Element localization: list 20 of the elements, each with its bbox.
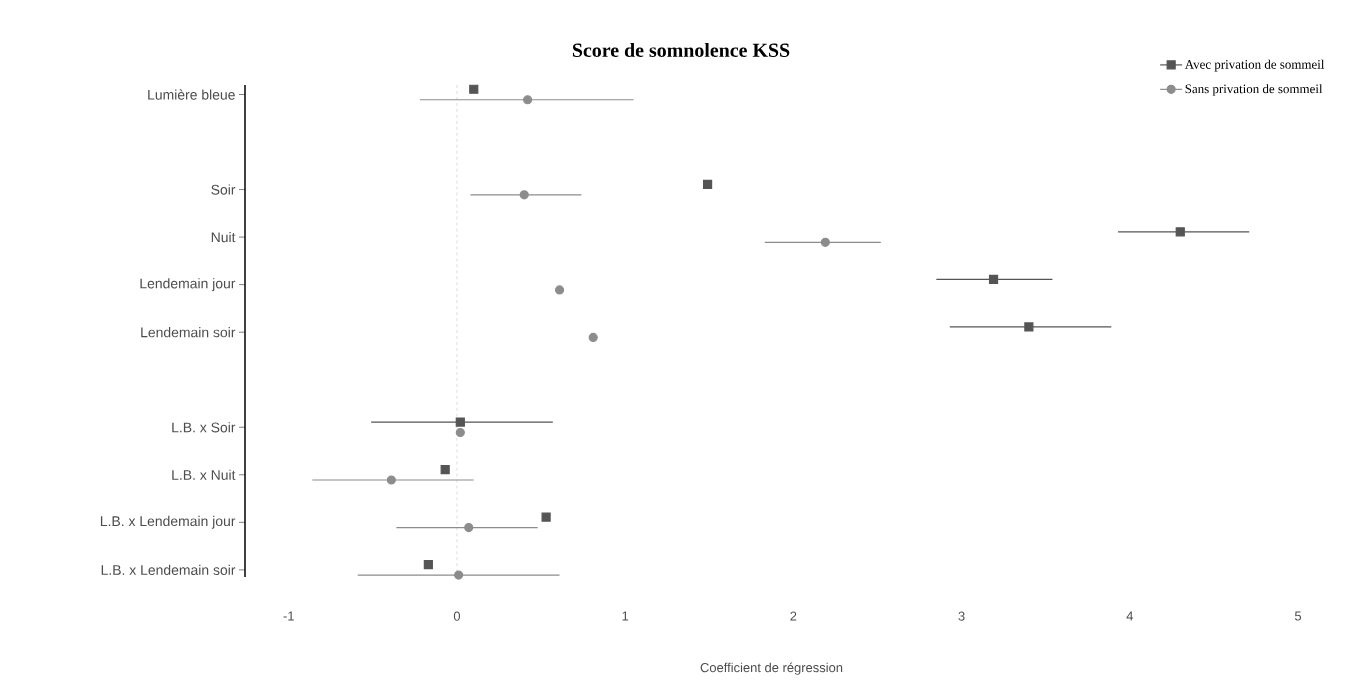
- y-tick-label: Nuit: [211, 231, 236, 243]
- y-tick-label: L.B. x Soir: [172, 422, 236, 433]
- y-tick-label: Lendemain jour: [140, 278, 236, 292]
- y-tick-label: L.B. x Nuit: [172, 469, 236, 480]
- y-tick-label: L.B. x Lendemain jour: [100, 515, 236, 529]
- legend-label: Avec privation de sommeil: [1184, 59, 1325, 72]
- y-tick-label: Lumière bleue: [148, 89, 235, 100]
- x-tick-label: 4: [1126, 611, 1134, 621]
- x-tick-label: 0: [453, 611, 461, 621]
- x-tick-label: 2: [790, 611, 797, 621]
- y-tick-label: Lendemain soir: [141, 327, 236, 338]
- legend-label: Sans privation de sommeil: [1185, 84, 1323, 96]
- x-tick-label: -1: [283, 611, 294, 621]
- x-tick-label: 1: [622, 611, 629, 621]
- y-tick-label: Soir: [211, 184, 236, 195]
- x-axis-title: Coefficient de régression: [700, 662, 843, 675]
- x-tick-label: 3: [958, 611, 965, 621]
- x-tick-label: 5: [1294, 611, 1302, 621]
- chart-title: Score de somnolence KSS: [572, 42, 790, 57]
- y-tick-label: L.B. x Lendemain soir: [101, 564, 236, 575]
